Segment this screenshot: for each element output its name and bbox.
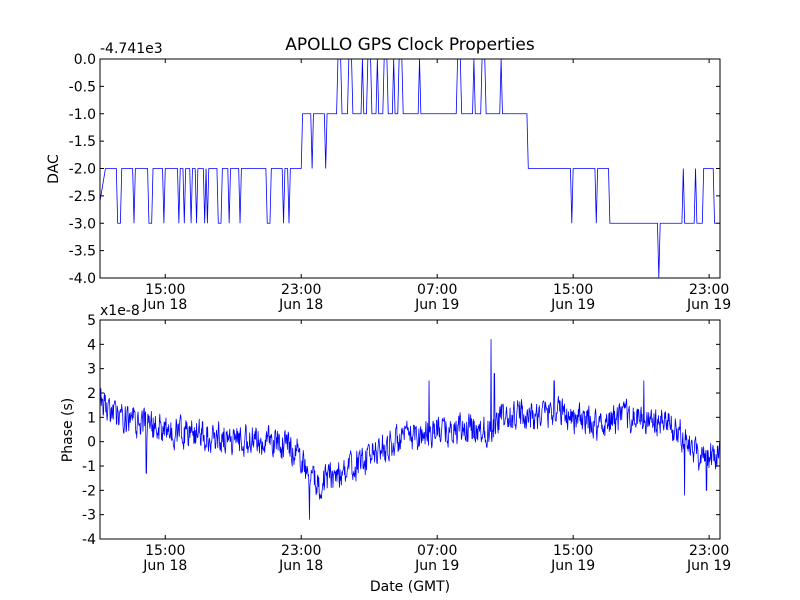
x-tick-time-label: 15:00 [145,543,185,559]
x-tick-time-label: 15:00 [553,543,593,559]
dac-axes-frame [99,58,721,279]
y-tick-label: 0.0 [74,52,96,68]
y-tick-label: -1.0 [69,107,96,123]
x-tick-date-label: Jun 19 [686,558,731,574]
y-tick-label: -3.5 [69,244,96,260]
x-tick-date-label: Jun 19 [414,297,459,313]
y-tick-label: -1 [82,459,96,475]
y-tick-label: -4.0 [69,271,96,287]
x-tick-time-label: 23:00 [281,543,321,559]
y-tick-label: -3 [82,508,96,524]
dac-series-line [99,58,720,279]
dac-y-label: DAC [46,154,62,184]
x-tick-time-label: 23:00 [689,282,729,298]
phase-axes-frame [99,319,721,540]
y-tick-label: -2.5 [69,189,96,205]
y-tick-label: -2 [82,483,96,499]
x-tick-time-label: 07:00 [417,282,457,298]
y-tick-label: -1.5 [69,134,96,150]
figure-title: APOLLO GPS Clock Properties [285,35,535,55]
y-tick-label: -3.0 [69,216,96,232]
y-tick-label: 3 [87,362,96,378]
x-tick-time-label: 15:00 [145,282,185,298]
y-tick-label: -0.5 [69,79,96,95]
dac-ticks [100,58,720,279]
dac-panel: 0.0 -0.5 -1.0 -1.5 -2.0 -2.5 -3.0 -3.5 -4.0 15:00… [46,41,731,313]
x-tick-date-label: Jun 18 [142,297,187,313]
phase-offset-text: x1e-8 [100,303,140,319]
y-tick-label: 4 [87,337,96,353]
phase-x-label: Date (GMT) [370,579,450,595]
x-tick-time-label: 23:00 [281,282,321,298]
x-tick-date-label: Jun 19 [686,297,731,313]
x-tick-date-label: Jun 19 [414,558,459,574]
y-tick-label: 1 [87,410,96,426]
dac-offset-text: -4.741e3 [100,41,163,57]
x-tick-date-label: Jun 18 [278,558,323,574]
y-tick-label: 0 [87,435,96,451]
x-tick-time-label: 07:00 [417,543,457,559]
x-tick-date-label: Jun 18 [142,558,187,574]
x-tick-time-label: 15:00 [553,282,593,298]
y-tick-label: -4 [82,532,96,548]
x-tick-date-label: Jun 18 [278,297,323,313]
x-tick-time-label: 23:00 [689,543,729,559]
x-tick-date-label: Jun 19 [550,297,595,313]
phase-series-line [99,339,721,520]
y-tick-label: -2.0 [69,162,96,178]
y-tick-label: 2 [87,386,96,402]
x-tick-date-label: Jun 19 [550,558,595,574]
phase-y-label: Phase (s) [60,398,76,462]
y-tick-label: 5 [87,313,96,329]
dac-tick-labels: 0.0 -0.5 -1.0 -1.5 -2.0 -2.5 -3.0 -3.5 -4.0 15:00… [69,52,732,313]
